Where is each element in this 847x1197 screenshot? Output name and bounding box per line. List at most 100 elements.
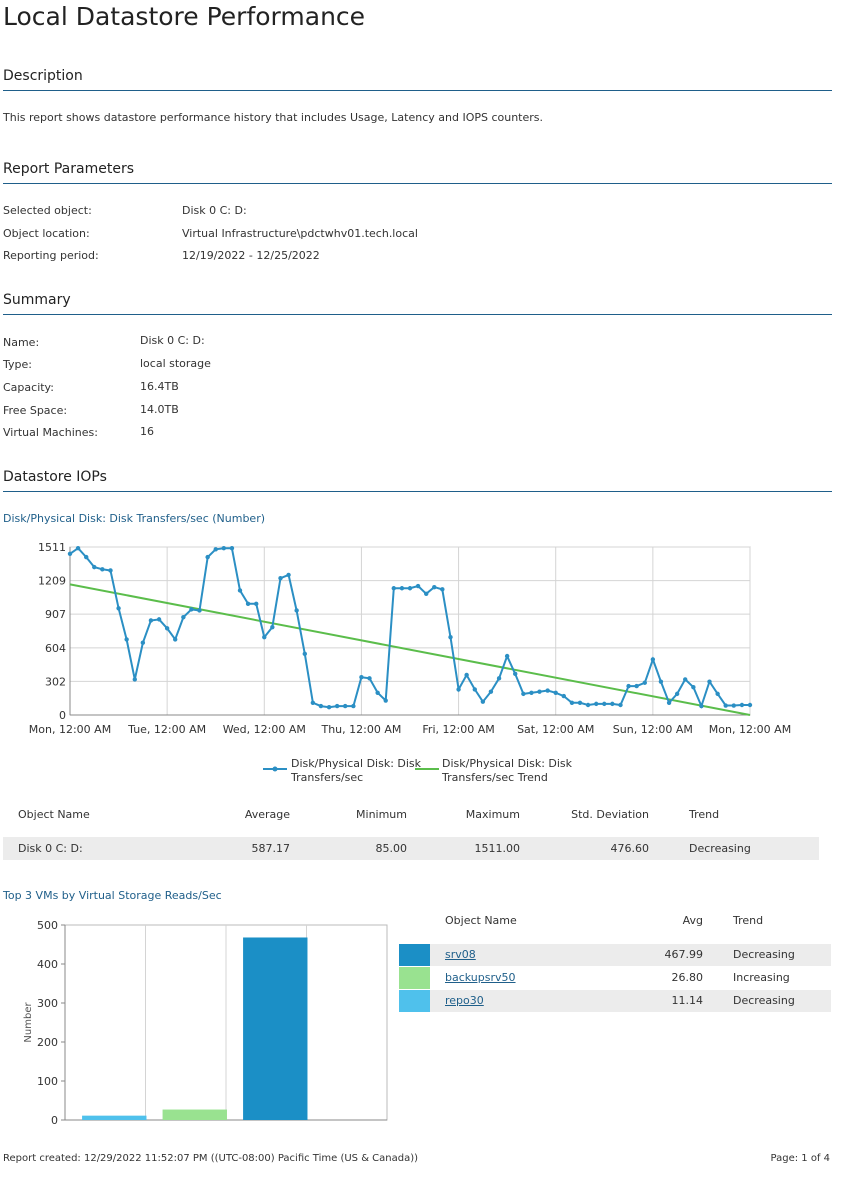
data-point xyxy=(254,601,259,607)
data-point xyxy=(213,547,218,552)
y-tick-label: 200 xyxy=(37,1036,58,1049)
cell-std-deviation: 476.60 xyxy=(610,842,650,855)
cell-avg: 11.14 xyxy=(671,994,704,1007)
data-point xyxy=(448,634,453,640)
data-point xyxy=(707,679,712,684)
color-swatch xyxy=(399,967,430,989)
x-tick-label: Mon, 12:00 AM xyxy=(29,723,111,736)
x-tick-label: Wed, 12:00 AM xyxy=(223,723,306,736)
data-point xyxy=(156,617,162,622)
bar-backupsrv50 xyxy=(162,1109,227,1120)
bar-repo30 xyxy=(82,1115,147,1120)
data-point xyxy=(610,701,615,707)
data-point xyxy=(351,703,356,709)
data-point xyxy=(569,700,575,705)
y-tick-label: 302 xyxy=(45,675,66,688)
col-average: Average xyxy=(244,808,290,821)
data-point xyxy=(67,551,73,556)
data-point xyxy=(553,690,558,695)
summary-label: Virtual Machines: xyxy=(3,426,98,439)
summary-label: Free Space: xyxy=(3,404,68,417)
col-avg: Avg xyxy=(682,914,703,927)
y-axis-label: Number xyxy=(23,1002,34,1043)
data-point xyxy=(294,608,299,613)
legend-series2-label: Disk/Physical Disk: Disk Transfers/sec T… xyxy=(442,757,573,784)
data-point xyxy=(699,703,704,709)
data-point xyxy=(415,583,421,589)
summary-label: Name: xyxy=(3,336,40,349)
data-point xyxy=(407,586,413,591)
data-point xyxy=(731,703,736,708)
x-tick-label: Sun, 12:00 AM xyxy=(613,723,693,736)
param-value: Disk 0 C: D: xyxy=(182,204,247,217)
y-tick-label: 0 xyxy=(51,1114,58,1127)
cell-average: 587.17 xyxy=(251,842,291,855)
data-point xyxy=(310,700,316,705)
x-tick-label: Sat, 12:00 AM xyxy=(517,723,594,736)
section-iops-heading: Datastore IOPs xyxy=(3,469,832,492)
data-point xyxy=(456,687,461,692)
x-tick-label: Fri, 12:00 AM xyxy=(422,723,494,736)
data-point xyxy=(529,690,534,695)
data-point xyxy=(666,700,672,705)
data-point xyxy=(221,546,226,551)
y-tick-label: 1209 xyxy=(38,575,66,588)
data-point xyxy=(626,683,631,689)
param-label: Reporting period: xyxy=(3,249,99,262)
data-point xyxy=(286,572,291,578)
data-point xyxy=(237,588,243,593)
cell-object-name: Disk 0 C: D: xyxy=(18,842,83,855)
data-point xyxy=(124,637,129,642)
data-point xyxy=(100,567,105,572)
param-label: Selected object: xyxy=(3,204,92,217)
data-point xyxy=(375,690,380,695)
vm-link-srv08[interactable]: srv08 xyxy=(445,948,476,961)
data-point xyxy=(513,671,518,677)
data-point xyxy=(173,637,178,642)
data-point xyxy=(189,607,194,612)
y-tick-label: 0 xyxy=(59,709,66,722)
vm-link-repo30[interactable]: repo30 xyxy=(445,994,484,1007)
color-swatch xyxy=(399,944,430,966)
top-vms-chart-title: Top 3 VMs by Virtual Storage Reads/Sec xyxy=(3,889,222,902)
cell-trend: Decreasing xyxy=(689,842,751,855)
col-object-name: Object Name xyxy=(445,914,517,927)
data-point xyxy=(84,554,89,560)
data-point xyxy=(602,701,607,707)
data-point xyxy=(715,691,720,697)
summary-value: 16 xyxy=(140,425,154,438)
data-point xyxy=(674,691,680,697)
param-value: 12/19/2022 - 12/25/2022 xyxy=(182,249,320,262)
data-point xyxy=(424,591,429,597)
bar-srv08 xyxy=(243,937,308,1120)
data-point xyxy=(278,576,283,581)
data-point xyxy=(642,680,647,685)
data-point xyxy=(440,587,445,592)
data-point xyxy=(480,699,486,704)
iops-line-chart: 0 302 604 907 1209 1511 Mon, 12:00 AM Tue, 12:0… xyxy=(29,541,791,736)
y-tick-label: 400 xyxy=(37,958,58,971)
col-object-name: Object Name xyxy=(18,808,90,821)
data-point xyxy=(472,687,477,692)
data-point xyxy=(75,546,81,551)
table-row xyxy=(430,990,831,1012)
data-point xyxy=(229,546,235,551)
data-point xyxy=(504,653,510,659)
data-point xyxy=(197,608,202,613)
top-vms-bar-chart: 0 100 200 300 400 500 Number xyxy=(23,919,388,1127)
cell-avg: 467.99 xyxy=(664,948,704,961)
x-tick-label: Mon, 12:00 AM xyxy=(709,723,791,736)
data-point xyxy=(488,689,494,694)
data-point xyxy=(594,701,599,707)
color-swatch xyxy=(399,990,430,1012)
description-text: This report shows datastore performance … xyxy=(3,111,544,124)
data-point xyxy=(618,702,623,708)
data-point xyxy=(464,672,469,678)
cell-avg: 26.80 xyxy=(671,971,704,984)
data-point xyxy=(658,679,664,684)
data-point xyxy=(205,554,210,560)
param-value: Virtual Infrastructure\pdctwhv01.tech.lo… xyxy=(182,227,418,240)
cell-trend: Decreasing xyxy=(733,948,795,961)
vm-link-backupsrv50[interactable]: backupsrv50 xyxy=(445,971,516,984)
data-point xyxy=(262,634,267,640)
